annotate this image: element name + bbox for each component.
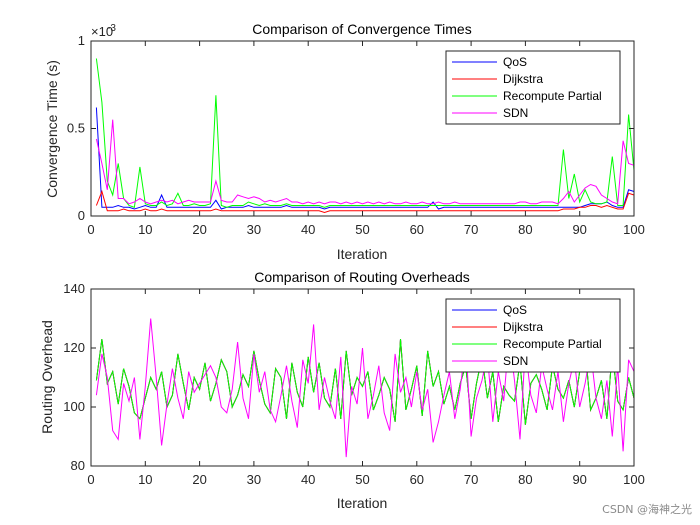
x-tick-label: 60: [410, 472, 424, 487]
legend: QoS Dijkstra Recompute Partial SDN: [445, 298, 621, 373]
legend-box: [445, 50, 621, 125]
y-exponent-base: ×10: [91, 24, 113, 39]
series-group: [95, 58, 635, 214]
x-tick-label: 10: [138, 222, 152, 237]
series-line-sdn: [95, 119, 635, 205]
y-axis-title: Routing Overhead: [39, 320, 55, 434]
x-axis-title: Iteration: [337, 246, 388, 262]
y-tick-label: 100: [63, 399, 85, 414]
x-tick-label: 50: [355, 222, 369, 237]
legend-label: QoS: [503, 55, 527, 69]
legend-label: SDN: [503, 106, 528, 120]
y-tick-label: 140: [63, 281, 85, 296]
x-tick-label: 70: [464, 222, 478, 237]
y-axis-title: Convergence Time (s): [44, 60, 60, 198]
y-tick-label: 0: [78, 208, 85, 223]
x-tick-label: 0: [87, 222, 94, 237]
series-line-recompute-partial: [95, 58, 635, 208]
y-tick-label: 0.5: [67, 121, 85, 136]
y-exponent-power: -3: [107, 23, 116, 34]
x-tick-label: 70: [464, 472, 478, 487]
legend-box: [445, 298, 621, 373]
series-line-sdn: [95, 318, 635, 458]
legend-label: Recompute Partial: [503, 89, 602, 103]
x-tick-label: 20: [192, 222, 206, 237]
x-tick-label: 10: [138, 472, 152, 487]
x-tick-label: 30: [247, 472, 261, 487]
x-tick-label: 50: [355, 472, 369, 487]
x-tick-label: 40: [301, 222, 315, 237]
series-line-qos: [95, 107, 635, 210]
convergence-chart: Comparison of Convergence Times ×10 -3 I…: [44, 21, 645, 262]
x-tick-label: 30: [247, 222, 261, 237]
y-tick-label: 80: [71, 458, 85, 473]
chart-title: Comparison of Convergence Times: [252, 21, 471, 37]
x-tick-label: 100: [623, 222, 645, 237]
x-axis-title: Iteration: [337, 495, 388, 511]
x-tick-label: 100: [623, 472, 645, 487]
x-tick-label: 90: [572, 222, 586, 237]
y-tick-label: 1: [78, 33, 85, 48]
series-group: [95, 318, 635, 458]
y-tick-label: 120: [63, 340, 85, 355]
legend-label: SDN: [503, 354, 528, 368]
legend-label: Dijkstra: [503, 72, 543, 86]
legend-label: Recompute Partial: [503, 337, 602, 351]
x-tick-label: 60: [410, 222, 424, 237]
legend-label: Dijkstra: [503, 320, 543, 334]
x-tick-label: 80: [518, 472, 532, 487]
chart-title: Comparison of Routing Overheads: [254, 269, 470, 285]
series-line-dijkstra: [95, 189, 635, 214]
x-tick-label: 90: [572, 472, 586, 487]
x-tick-label: 20: [192, 472, 206, 487]
x-tick-label: 80: [518, 222, 532, 237]
x-tick-label: 0: [87, 472, 94, 487]
legend-label: QoS: [503, 303, 527, 317]
legend: QoS Dijkstra Recompute Partial SDN: [445, 50, 621, 125]
y-exponent-label: ×10 -3: [91, 23, 116, 39]
x-tick-label: 40: [301, 472, 315, 487]
watermark-text: CSDN @海神之光: [602, 502, 692, 516]
routing-overhead-chart: Comparison of Routing Overheads Iteratio…: [39, 269, 645, 511]
